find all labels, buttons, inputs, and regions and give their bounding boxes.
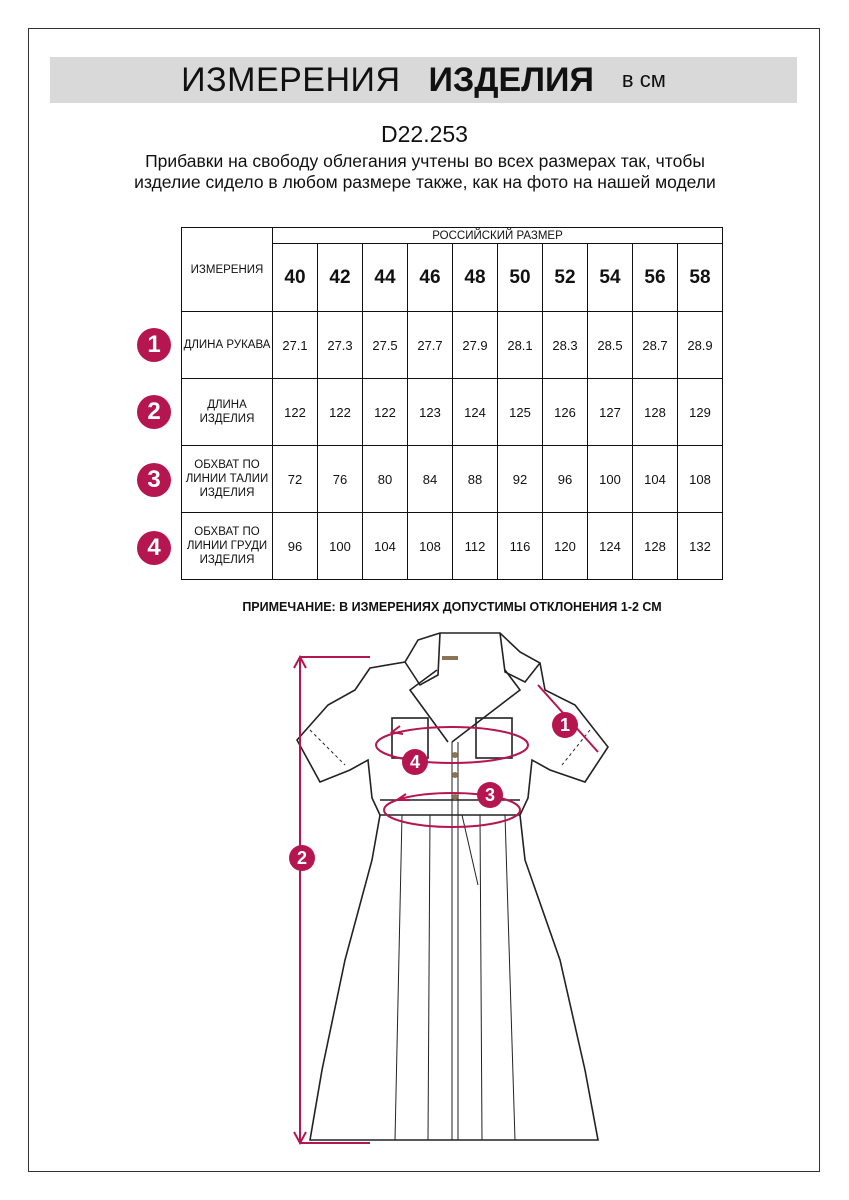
table-cell: 76 — [317, 445, 363, 513]
row-number-badge: 4 — [137, 531, 171, 565]
table-cell: 127 — [587, 378, 633, 446]
size-header-40: 40 — [272, 243, 318, 312]
length-line — [299, 656, 370, 1144]
title-light: ИЗМЕРЕНИЯ — [181, 60, 401, 99]
table-row: ДЛИНА РУКАВА 27.1 27.3 27.5 27.7 27.9 28.1 28.3… — [181, 311, 723, 379]
product-code: D22.253 — [381, 121, 468, 147]
table-row: ДЛИНА ИЗДЕЛИЯ 122 122 122 123 124 125 126 127 128… — [181, 378, 723, 446]
waist-ellipse — [383, 792, 521, 828]
table-cell: 27.7 — [407, 311, 453, 379]
title-band: ИЗМЕРЕНИЯ ИЗДЕЛИЯ в см — [50, 57, 797, 103]
marker-2: 2 — [297, 848, 307, 868]
sleeve-hem-right — [561, 729, 591, 766]
row-number-badge: 1 — [137, 328, 171, 362]
title-bold: ИЗДЕЛИЯ — [428, 60, 594, 99]
note: ПРИМЕЧАНИЕ: В ИЗМЕРЕНИЯХ ДОПУСТИМЫ ОТКЛО… — [242, 600, 662, 614]
table-cell: 28.7 — [632, 311, 678, 379]
table-cell: 108 — [677, 445, 723, 513]
size-table: ИЗМЕРЕНИЯ РОССИЙСКИЙ РАЗМЕР 40 42 44 46 48 50… — [181, 227, 723, 580]
table-cell: 104 — [362, 512, 408, 580]
table-cell: 116 — [497, 512, 543, 580]
measure-header: ИЗМЕРЕНИЯ — [181, 227, 273, 312]
table-cell: 122 — [362, 378, 408, 446]
placket — [451, 742, 459, 1140]
table-cell: 28.5 — [587, 311, 633, 379]
row-label: ДЛИНА ИЗДЕЛИЯ — [181, 378, 273, 446]
size-header-44: 44 — [362, 243, 408, 312]
size-header-48: 48 — [452, 243, 498, 312]
table-cell: 126 — [542, 378, 588, 446]
button — [452, 752, 458, 758]
size-header-46: 46 — [407, 243, 453, 312]
pleats — [394, 814, 516, 1141]
title-unit: в см — [621, 67, 666, 92]
description: Прибавки на свободу облегания учтены во … — [134, 151, 716, 192]
table-cell: 124 — [452, 378, 498, 446]
table-cell: 84 — [407, 445, 453, 513]
table-cell: 125 — [497, 378, 543, 446]
size-header-42: 42 — [317, 243, 363, 312]
marker-1: 1 — [560, 715, 570, 735]
table-cell: 120 — [542, 512, 588, 580]
size-header-54: 54 — [587, 243, 633, 312]
lapels — [408, 669, 522, 743]
table-cell: 104 — [632, 445, 678, 513]
table-cell: 28.9 — [677, 311, 723, 379]
row-number-badge: 2 — [137, 395, 171, 429]
size-header-58: 58 — [677, 243, 723, 312]
table-cell: 96 — [272, 512, 318, 580]
waist-arrow — [393, 793, 410, 801]
table-cell: 123 — [407, 378, 453, 446]
table-row: ОБХВАТ ПО ЛИНИИ ТАЛИИ ИЗДЕЛИЯ 72 76 80 84 88 9… — [181, 445, 723, 513]
marker-4: 4 — [410, 752, 420, 772]
row-number-badge: 3 — [137, 463, 171, 497]
table-cell: 100 — [317, 512, 363, 580]
label-tag — [442, 656, 458, 660]
table-cell: 92 — [497, 445, 543, 513]
button — [452, 772, 458, 778]
table-row: ОБХВАТ ПО ЛИНИИ ГРУДИ ИЗДЕЛИЯ 96 100 104 108… — [181, 512, 723, 580]
length-arrow — [293, 654, 307, 1146]
row-label: ОБХВАТ ПО ЛИНИИ ГРУДИ ИЗДЕЛИЯ — [181, 512, 273, 580]
chest-arrow — [389, 725, 404, 735]
collar — [404, 632, 541, 687]
table-cell: 129 — [677, 378, 723, 446]
page-frame — [28, 28, 820, 1172]
table-cell: 100 — [587, 445, 633, 513]
table-cell: 88 — [452, 445, 498, 513]
chest-ellipse — [375, 726, 529, 764]
table-cell: 27.1 — [272, 311, 318, 379]
size-header-52: 52 — [542, 243, 588, 312]
dress-outline — [296, 632, 609, 1141]
pocket-right — [475, 717, 513, 759]
table-cell: 132 — [677, 512, 723, 580]
sleeve-hem-left — [309, 729, 346, 766]
button — [452, 794, 458, 800]
table-cell: 124 — [587, 512, 633, 580]
marker-3: 3 — [485, 785, 495, 805]
table-cell: 27.9 — [452, 311, 498, 379]
size-header-56: 56 — [632, 243, 678, 312]
sizes-row: 40 42 44 46 48 50 52 54 56 58 — [182, 243, 723, 312]
table-cell: 108 — [407, 512, 453, 580]
row-label: ДЛИНА РУКАВА — [181, 311, 273, 379]
table-cell: 128 — [632, 378, 678, 446]
